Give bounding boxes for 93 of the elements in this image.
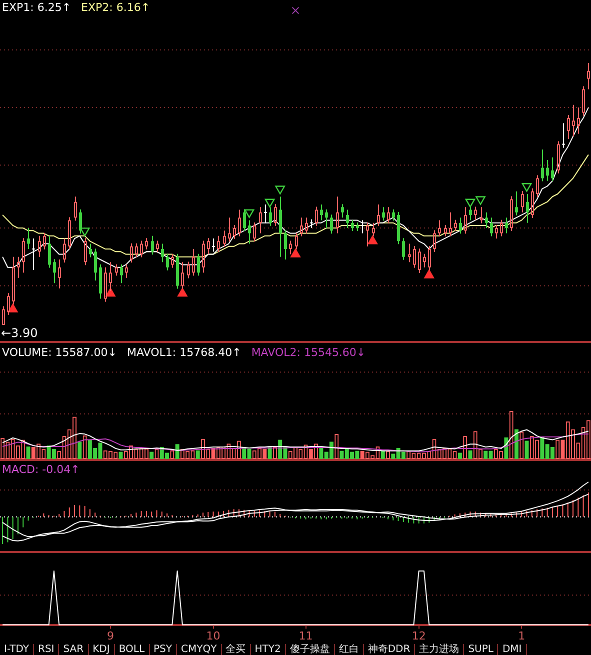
text: 主力进场 (415, 644, 464, 655)
candlestick (120, 264, 123, 284)
candlestick (53, 259, 56, 284)
candlestick (320, 204, 323, 220)
candlestick (541, 149, 544, 182)
candlestick (546, 160, 549, 181)
x-tick-label: 10 (206, 629, 220, 642)
text: EXP1: 6.25↑ (2, 1, 72, 14)
bar (468, 450, 472, 459)
candlestick (279, 196, 282, 257)
candlestick (392, 209, 395, 221)
text: 红白 (334, 644, 364, 655)
text: HTY2 (250, 644, 286, 655)
candlestick (310, 219, 313, 228)
text: SAR (59, 644, 89, 655)
text: CMYQY (177, 644, 222, 655)
x-tick-label: 11 (298, 629, 313, 642)
text: 神奇DDR (364, 644, 416, 655)
chart-title: VOLUME: 15587.00↓ (2, 346, 117, 359)
x-tick-label: 9 (106, 629, 114, 642)
point (476, 196, 486, 205)
text: DMI (498, 644, 527, 655)
candlestick (330, 214, 333, 234)
candlestick (264, 204, 267, 223)
bar (118, 452, 123, 459)
candlestick (284, 230, 287, 260)
bar (380, 450, 385, 459)
point (106, 288, 116, 297)
text: SUPL (464, 644, 498, 655)
candlestick (515, 191, 518, 216)
candlestick (382, 207, 385, 221)
candlestick (99, 264, 102, 299)
point (8, 304, 18, 312)
candlestick (341, 204, 344, 218)
text: 傻子操盘 (286, 644, 335, 655)
candlestick (397, 212, 400, 244)
candlestick (212, 238, 215, 252)
candlestick (94, 248, 97, 280)
bar (268, 447, 272, 459)
text: KDJ (88, 644, 115, 655)
text: 全买 (222, 644, 251, 655)
point (178, 288, 188, 297)
candlestick (480, 207, 483, 224)
candlestick (351, 220, 354, 232)
text: MAVOL2: 15545.60↓ (251, 346, 366, 359)
bar (458, 452, 462, 459)
text: EXP2: 6.16↑ (81, 1, 150, 14)
candlestick (325, 209, 328, 228)
bar (524, 440, 529, 459)
candlestick (562, 123, 565, 148)
bar (514, 429, 518, 459)
text: ←3.90 (1, 326, 38, 340)
point (522, 183, 532, 192)
candlestick (166, 254, 169, 270)
candlestick (151, 236, 154, 255)
x-tick-label: 12 (412, 629, 426, 642)
point (80, 228, 90, 236)
point (465, 198, 476, 208)
candlestick (459, 218, 462, 234)
candlestick (48, 236, 51, 268)
text: MAVOL1: 15768.40↑ (126, 346, 242, 359)
candlestick (551, 157, 554, 182)
candlestick (402, 238, 405, 260)
chart-title: MACD: -0.04↑ (2, 463, 80, 476)
candlestick (89, 244, 92, 258)
text: I-TDY (0, 644, 34, 655)
candlestick (161, 244, 164, 262)
bar (26, 446, 30, 459)
candlestick (346, 210, 349, 228)
candlestick (361, 220, 364, 234)
candlestick (485, 212, 488, 228)
point (290, 248, 300, 258)
candlestick (505, 218, 508, 234)
text: PSY (150, 644, 178, 655)
candlestick (356, 222, 359, 232)
text: RSI (34, 644, 60, 655)
candlestick (408, 244, 411, 262)
bar (150, 452, 154, 459)
candlestick (490, 218, 493, 236)
bar (196, 450, 200, 459)
point (264, 198, 275, 208)
point (368, 236, 378, 244)
candlestick (27, 228, 30, 250)
bar (175, 444, 180, 459)
candlestick (176, 254, 179, 289)
candlestick (197, 254, 200, 276)
point (424, 270, 434, 278)
point (275, 186, 286, 194)
x-tick-label: 1 (518, 629, 526, 642)
bar (78, 442, 82, 459)
point (244, 209, 254, 218)
candlestick (526, 194, 529, 223)
text: BOLL (114, 644, 150, 655)
